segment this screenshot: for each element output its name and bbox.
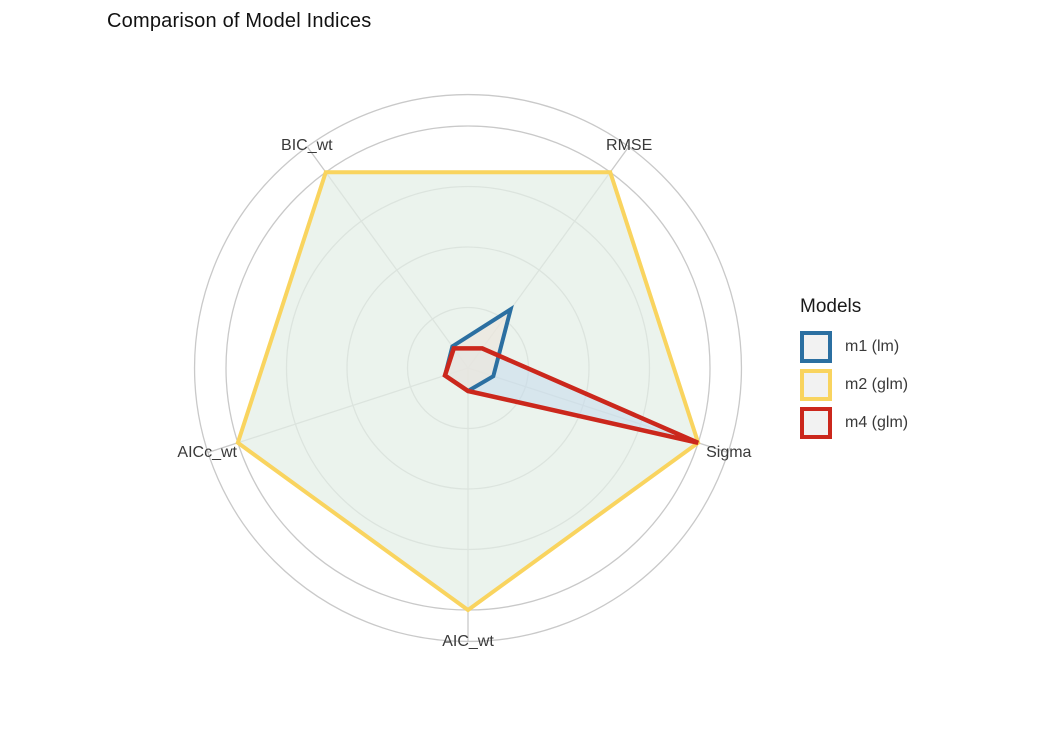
- legend-key-m4-icon: [800, 407, 832, 439]
- legend-item-label: m4 (glm): [845, 414, 909, 431]
- axis-label-rmse: RMSE: [606, 137, 653, 155]
- legend-item-m4: m4 (glm): [800, 404, 908, 442]
- series-fill-m4: [444, 348, 699, 443]
- series-outline-m4: [442, 346, 700, 445]
- axis-label-aic-wt: AIC_wt: [442, 633, 494, 651]
- axis-label-aicc-wt: AICc_wt: [177, 443, 238, 461]
- legend-item-m1: m1 (lm): [800, 328, 908, 366]
- axis-label-bic-wt: BIC_wt: [281, 137, 333, 155]
- series-outline-m2: [235, 170, 701, 613]
- legend: Models m1 (lm) m2 (glm) m4 (glm): [800, 296, 908, 442]
- legend-key-m1-icon: [800, 331, 832, 363]
- chart-title: Comparison of Model Indices: [107, 10, 372, 32]
- axis-label-sigma: Sigma: [706, 443, 752, 461]
- legend-key-m2-icon: [800, 369, 832, 401]
- legend-title: Models: [800, 296, 862, 317]
- legend-item-m2: m2 (glm): [800, 366, 908, 404]
- legend-item-label: m2 (glm): [845, 376, 909, 393]
- legend-item-label: m1 (lm): [845, 338, 900, 355]
